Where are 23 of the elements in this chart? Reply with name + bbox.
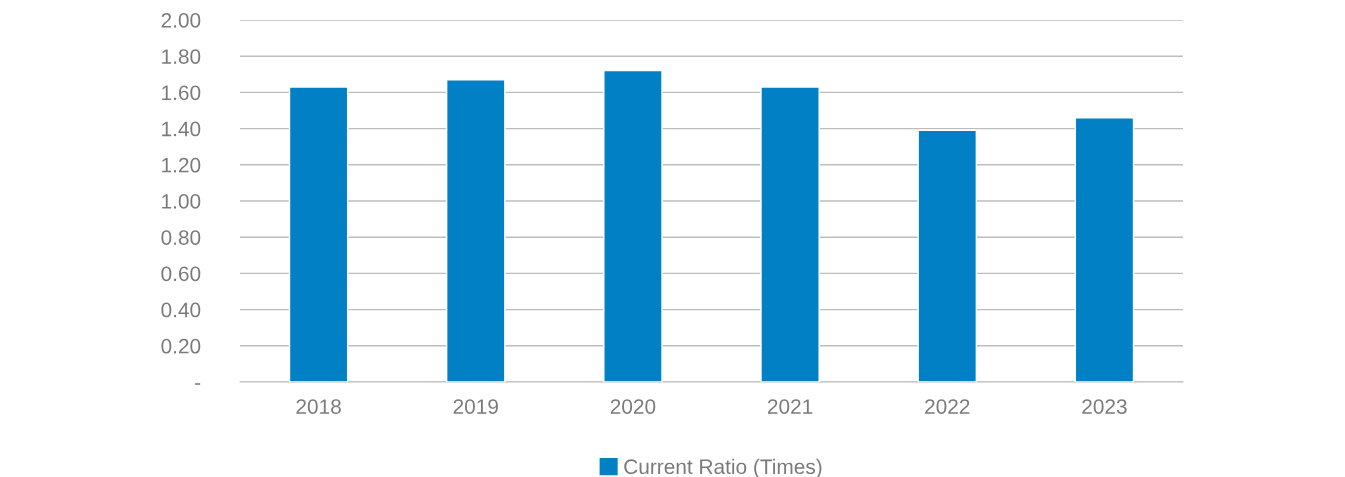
y-tick-label: 1.40 [162, 121, 201, 137]
y-tick-label: 2.00 [161, 13, 201, 28]
y-tick-label: 1.20 [162, 157, 201, 173]
y-tick-label: 0.60 [161, 266, 201, 282]
bar [445, 79, 506, 382]
y-tick-label: 0.20 [161, 338, 201, 354]
y-tick-label: 1.80 [162, 49, 201, 64]
bar [603, 69, 663, 382]
y-tick-label: 0.80 [161, 230, 201, 245]
y-tick-label: 1.60 [162, 85, 201, 101]
x-tick-label: 2023 [1082, 399, 1127, 414]
bar [760, 86, 820, 382]
y-tick-label: 1.00 [162, 194, 201, 209]
bar [288, 86, 349, 382]
x-tick-label: 2019 [453, 399, 498, 414]
y-tick-label: - [195, 383, 201, 385]
x-tick-label: 2022 [925, 399, 970, 414]
x-tick-label: 2018 [296, 399, 341, 414]
bar [1074, 117, 1135, 382]
x-tick-label: 2020 [610, 399, 656, 414]
bar [917, 129, 978, 382]
y-tick-label: 0.40 [161, 302, 201, 318]
x-tick-label: 2021 [767, 399, 813, 414]
